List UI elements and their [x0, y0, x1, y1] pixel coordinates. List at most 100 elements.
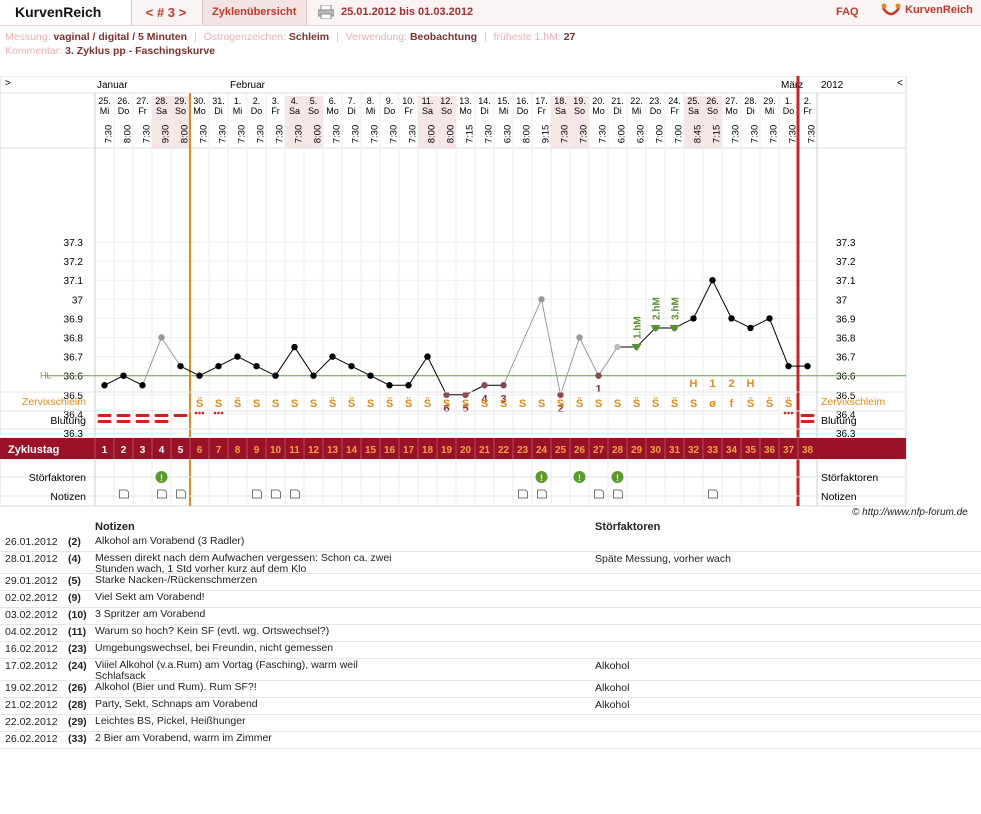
spotting-mark	[194, 411, 198, 415]
temp-line-segment	[465, 384, 485, 396]
spotting-mark	[217, 411, 220, 415]
disturbance-icon	[155, 471, 168, 483]
date-label: 14.	[478, 96, 491, 106]
mucus-symbol: S	[272, 398, 279, 410]
faq-link[interactable]: FAQ	[836, 6, 859, 18]
date-label: 8.	[367, 96, 375, 106]
time-label: 8:45	[693, 125, 704, 144]
weekday-label: Sa	[555, 106, 566, 116]
temperature-point	[728, 315, 735, 322]
date-label: 1.	[234, 96, 242, 106]
logo-text: KurvenReich	[905, 4, 973, 16]
cycle-day-number: 37	[783, 445, 795, 456]
cycle-day-number: 29	[631, 445, 643, 456]
bleeding-mark	[116, 414, 131, 417]
weekday-label: Sa	[156, 106, 167, 116]
weekday-label: Sa	[422, 106, 433, 116]
date-label: 2.	[804, 96, 812, 106]
temp-line-segment	[693, 279, 713, 319]
tab-zyklenuebersicht[interactable]: Zyklenübersicht	[202, 0, 307, 25]
weekend-shade	[684, 96, 703, 148]
spotting-mark	[201, 411, 205, 415]
date-label: 10.	[402, 96, 415, 106]
note-icon	[252, 489, 262, 499]
bleeding-mark	[135, 420, 150, 423]
hm-label: 3.hM	[671, 297, 682, 320]
messung-value: vaginal / digital / 5 Minuten	[53, 31, 188, 43]
mucus-symbol: S̈	[576, 397, 583, 410]
row-label-blutung: Blutung	[50, 415, 86, 427]
cycle-day-number: 26	[574, 445, 586, 456]
date-label: 19.	[573, 96, 586, 106]
temp-line-segment	[332, 356, 352, 367]
temp-line-segment	[199, 365, 219, 377]
notes-header: Notizen	[95, 521, 135, 533]
temperature-point	[158, 334, 165, 341]
temperature-point	[500, 382, 507, 389]
oestrogen-label: Östrogenzeichen:	[203, 31, 286, 43]
cycle-day-number: 31	[669, 445, 681, 456]
weekend-shade	[703, 96, 722, 148]
mucus-symbol: S	[690, 398, 697, 410]
temp-line-segment	[256, 365, 276, 377]
mucus-symbol: S	[519, 398, 526, 410]
note-icon	[613, 489, 623, 499]
weekend-shade	[437, 96, 456, 148]
temperature-point	[443, 391, 450, 398]
verwendung-label: Verwendung:	[345, 31, 408, 43]
note-text: Viel Sekt am Vorabend!	[95, 591, 205, 603]
weekday-label: Do	[650, 106, 662, 116]
cycle-day-number: 16	[384, 445, 396, 456]
date-label: 9.	[386, 96, 394, 106]
bleeding-mark	[800, 414, 815, 417]
copyright-footer[interactable]: © http://www.nfp-forum.de	[852, 507, 968, 518]
mucus-symbol: S̈	[405, 397, 412, 410]
y-tick-label: 36.6	[64, 372, 84, 383]
y-tick-label: 37.1	[64, 276, 84, 287]
print-icon[interactable]	[318, 5, 334, 19]
note-date: 21.02.2012	[5, 699, 58, 711]
note-disturbance: Alkohol	[595, 660, 630, 672]
note-cycle-day: (33)	[68, 733, 87, 745]
temperature-point	[291, 343, 298, 351]
top-bar: KurvenReich < # 3 > Zyklenübersicht 25.0…	[0, 0, 981, 26]
bleeding-mark	[154, 414, 169, 417]
weekend-shade	[570, 96, 589, 148]
time-label: 8:00	[522, 125, 533, 144]
weekday-label: Fr	[803, 106, 812, 116]
bleeding-mark	[97, 414, 112, 417]
cycle-day-number: 22	[498, 445, 510, 456]
y-tick-label-right: 36.7	[836, 353, 856, 364]
temp-line-segment	[180, 365, 200, 377]
temperature-point	[310, 372, 317, 379]
note-text: Starke Nacken-/Rückenschmerzen	[95, 574, 258, 586]
hl-label: HL	[40, 371, 52, 381]
time-label: 7:30	[598, 125, 609, 144]
date-label: 26.	[706, 96, 719, 106]
weekday-label: Di	[613, 106, 622, 116]
temp-line-segment	[769, 318, 789, 367]
temp-line-segment	[541, 299, 561, 395]
mucus-symbol: S̈	[234, 397, 241, 410]
cycle-day-number: 3	[140, 445, 146, 456]
row-label-schleim: Zervixschleim	[22, 396, 86, 408]
date-label: 29.	[174, 96, 187, 106]
note-cycle-day: (10)	[68, 609, 87, 621]
row-label-notizen: Notizen	[50, 491, 86, 503]
note-cycle-day: (23)	[68, 643, 87, 655]
date-label: 22.	[630, 96, 643, 106]
weekday-label: Fr	[537, 106, 546, 116]
mucus-symbol: S̈	[671, 397, 678, 410]
mucus-symbol: S̈	[652, 397, 659, 410]
cycle-navigator[interactable]: < # 3 >	[145, 5, 187, 20]
note-date: 29.01.2012	[5, 575, 58, 587]
note-cycle-day: (4)	[68, 553, 81, 565]
weekday-label: Mi	[233, 106, 243, 116]
note-date: 03.02.2012	[5, 609, 58, 621]
note-cycle-day: (5)	[68, 575, 81, 587]
note-cycle-day: (9)	[68, 592, 81, 604]
brand-title[interactable]: KurvenReich	[0, 0, 132, 25]
spotting-mark	[787, 411, 790, 415]
time-label: 7:30	[807, 125, 818, 144]
cycle-day-number: 28	[612, 445, 624, 456]
